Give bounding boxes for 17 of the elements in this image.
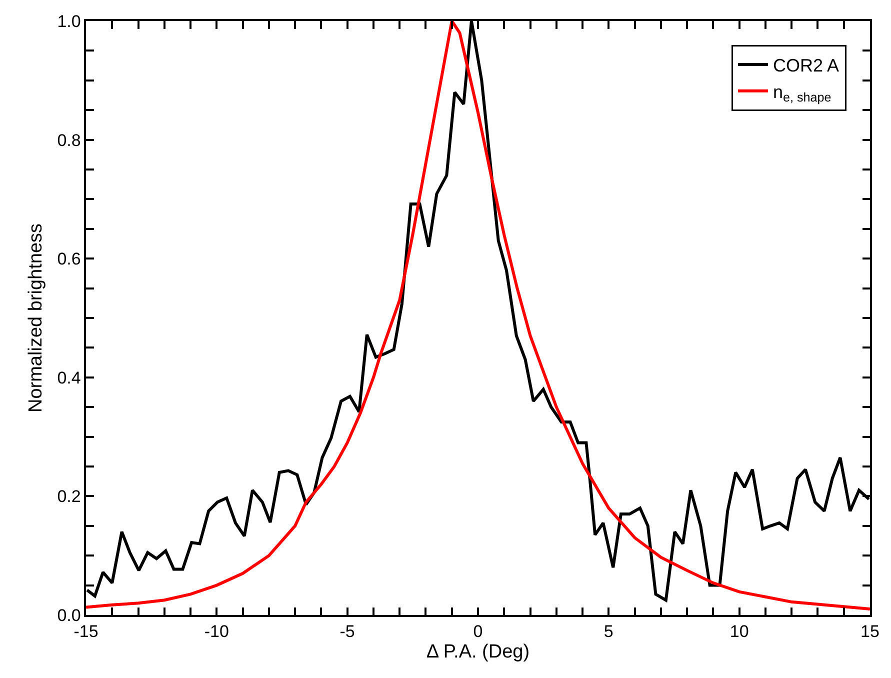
x-tick-label: 0 — [473, 622, 483, 642]
y-tick-label: 1.0 — [57, 12, 81, 31]
x-tick-label: 15 — [860, 622, 880, 642]
x-tick-label: 10 — [730, 622, 749, 642]
y-tick-label: 0.8 — [57, 130, 81, 150]
x-tick-label: -15 — [74, 622, 98, 642]
legend-label: COR2 A — [772, 55, 840, 76]
y-axis-title: Normalized brightness — [26, 223, 47, 413]
y-tick-label: 0.6 — [57, 250, 81, 269]
y-tick-label: 0.4 — [57, 368, 81, 388]
y-tick-label: 0.0 — [57, 606, 81, 625]
x-tick-label: -5 — [340, 622, 355, 642]
x-tick-label: 5 — [604, 622, 614, 642]
legend-label: n$_{e, shape}$ — [772, 82, 832, 105]
x-axis-title: Δ P.A. (Deg) — [426, 641, 530, 662]
x-tick-label: -10 — [204, 622, 229, 642]
y-tick-label: 0.2 — [57, 487, 81, 506]
